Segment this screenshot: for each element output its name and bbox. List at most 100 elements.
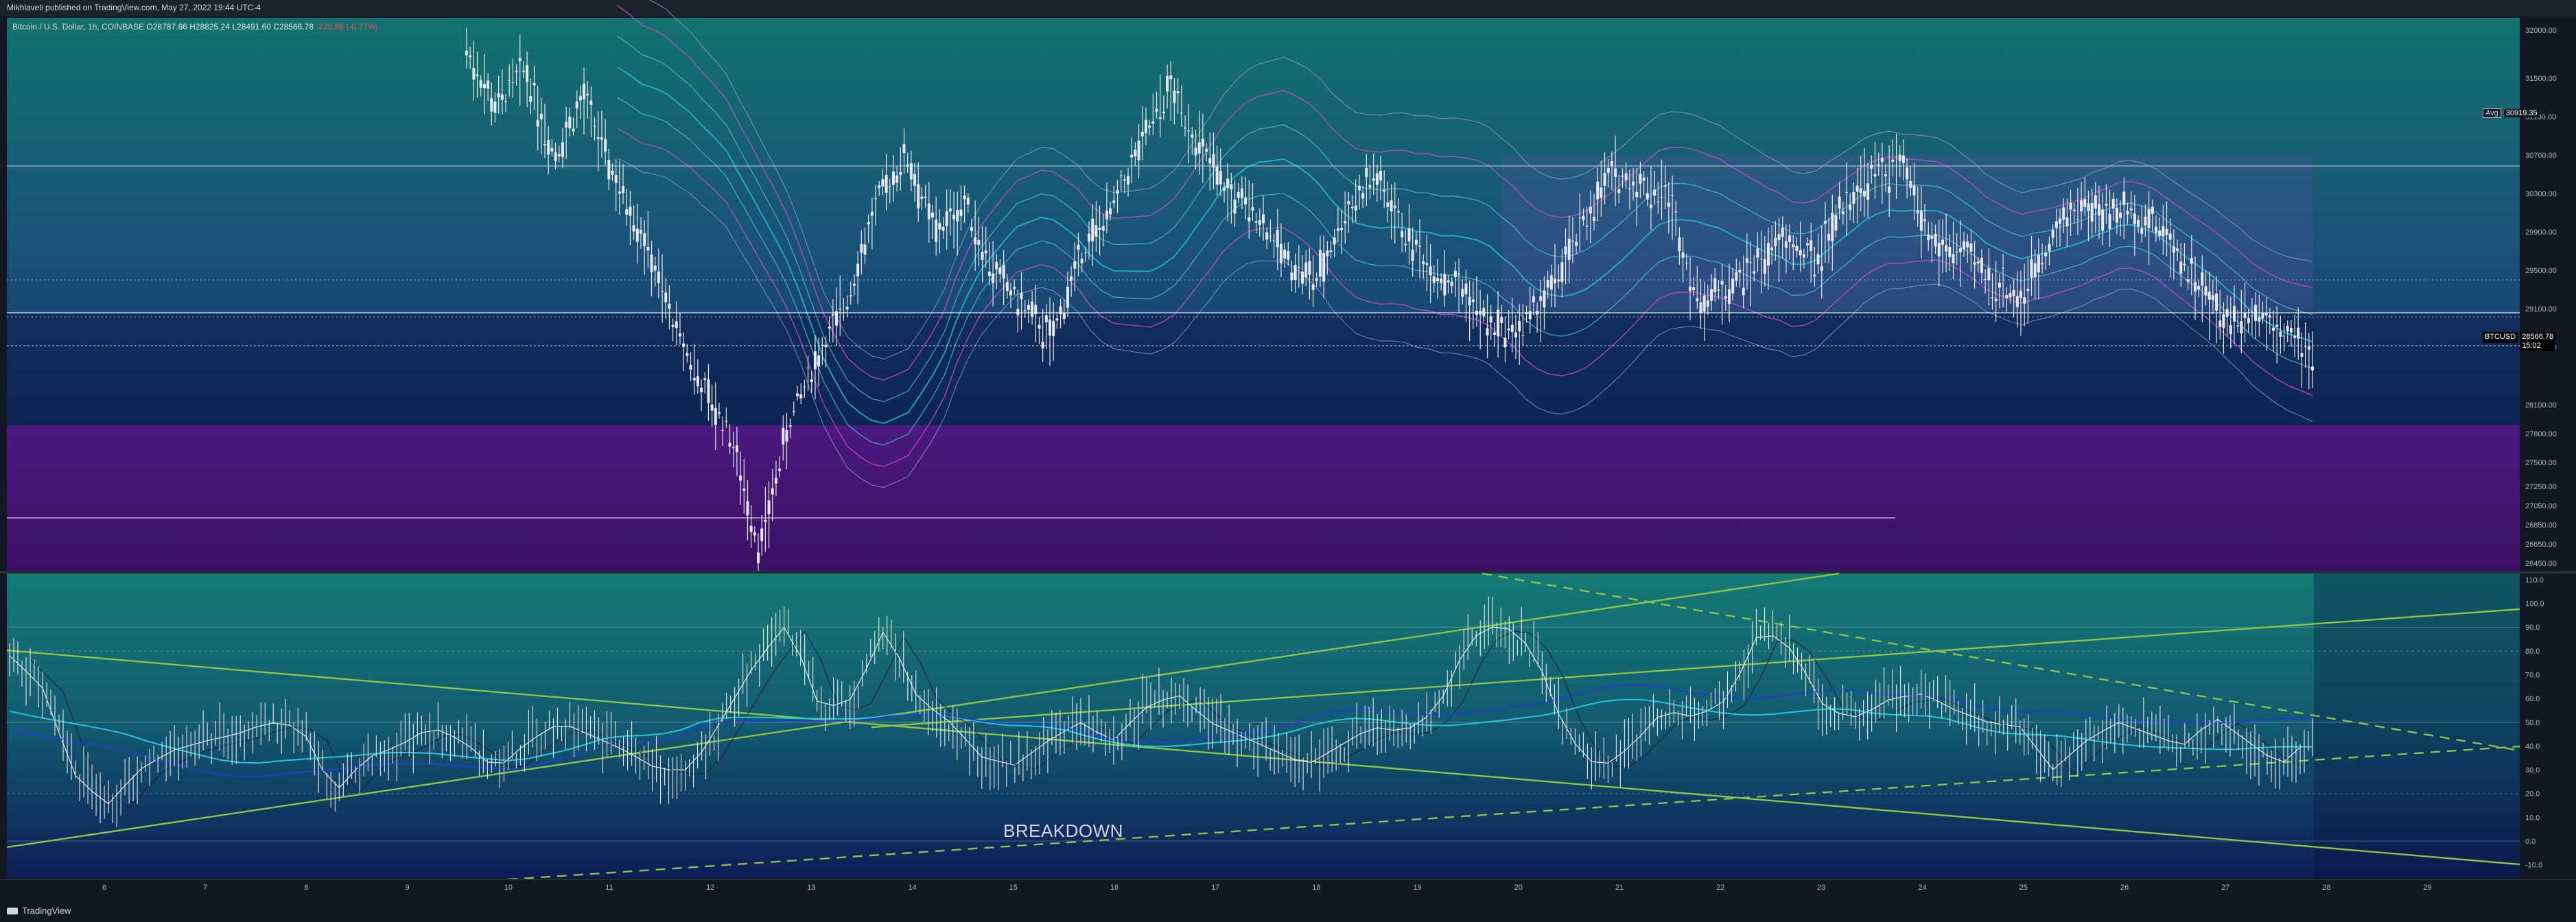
price-candle-body [1589, 206, 1592, 214]
price-candle-body [2232, 305, 2236, 322]
price-candle-body [2108, 213, 2111, 229]
price-candle-body [1792, 244, 1795, 248]
price-tick-label: 26450.00 [2525, 560, 2557, 568]
price-candle-body [1578, 217, 1582, 219]
price-candle-body [1549, 275, 1553, 289]
price-candle-body [1447, 280, 1450, 283]
price-candle-body [1344, 221, 1347, 224]
price-candle-body [2094, 195, 2097, 209]
price-candle-body [1710, 289, 1713, 301]
time-tick-label: 19 [1413, 884, 1421, 892]
breakdown-annotation[interactable]: BREAKDOWN [1003, 820, 1123, 841]
price-candle-body [2162, 226, 2165, 237]
price-candle-body [2300, 353, 2304, 357]
price-candle-body [1849, 204, 1852, 211]
time-tick-label: 13 [807, 884, 815, 892]
price-candle-body [2026, 289, 2030, 292]
price-tick-label: 26850.00 [2525, 521, 2557, 530]
price-candle-body [1333, 237, 1336, 245]
legend-symbol: Bitcoin / U.S. Dollar, 1h, COINBASE [12, 22, 145, 32]
price-candle-body [1564, 246, 1567, 255]
price-candle-body [1052, 320, 1055, 336]
price-candle-body [2098, 204, 2101, 216]
price-candle-body [1329, 250, 1333, 252]
price-candle-body [1248, 217, 1251, 222]
price-candle-body [618, 191, 621, 194]
price-candle-body [813, 351, 817, 370]
price-band-line [617, 36, 2313, 403]
price-candle-body [1923, 219, 1927, 222]
price-candle-body [2179, 261, 2183, 274]
price-tick-label: 29900.00 [2525, 228, 2557, 237]
price-candle-body [1080, 259, 1084, 263]
chart-canvas[interactable]: 32000.0031500.0031100.0030700.0030300.00… [0, 0, 2576, 901]
osc-tick-label: 50.0 [2525, 719, 2540, 727]
price-candle-body [1383, 190, 1386, 192]
osc-trendline [1482, 572, 2520, 752]
price-candle-body [2197, 285, 2201, 290]
time-axis[interactable]: 6 7 8 9 10 11 12 13 14 15 16 17 18 19 20 21 22 23 24 25 26 27… [102, 884, 2432, 892]
price-candle-body [1980, 257, 1983, 274]
tradingview-logo[interactable]: TradingView [7, 906, 71, 916]
price-candle-body [2083, 198, 2087, 208]
price-candle-body [717, 412, 721, 414]
price-candle-body [1877, 164, 1880, 167]
price-candle-body [1251, 207, 1254, 211]
price-candle-body [2015, 296, 2019, 307]
price-candle-body [653, 265, 657, 271]
price-candle-body [1336, 228, 1339, 231]
price-candle-body [1112, 200, 1116, 203]
price-candle-body [1365, 167, 1368, 178]
price-band-line [617, 5, 2313, 381]
price-candle-body [2048, 244, 2051, 252]
osc-bars[interactable] [9, 596, 2313, 827]
osc-tick-label: 40.0 [2525, 742, 2540, 750]
price-candle-body [1976, 261, 1980, 264]
price-candle-body [1290, 272, 1293, 281]
price-candle-body [1678, 237, 1681, 252]
price-candle-body [500, 94, 504, 100]
price-candle-body [874, 198, 878, 200]
price-candle-body [1628, 188, 1631, 189]
price-candle-body [1806, 243, 1810, 246]
price-candle-body [1205, 148, 1208, 152]
price-tick-label: 27250.00 [2525, 483, 2557, 491]
price-candle-body [1326, 250, 1329, 257]
price-candle-body [888, 186, 891, 187]
price-candle-body [1891, 159, 1895, 162]
osc-axis[interactable]: 110.0 100.0 90.0 80.0 70.0 60.0 50.0 40.0 30.0 20… [2525, 576, 2544, 870]
price-candle-body [2072, 209, 2076, 211]
price-candle-body [515, 71, 518, 73]
price-candle-body [1109, 208, 1112, 215]
price-candle-body [1912, 185, 1916, 196]
price-candle-body [532, 83, 536, 86]
price-candle-body [810, 379, 813, 382]
price-candle-body [2168, 233, 2172, 240]
price-candle-body [2129, 208, 2133, 211]
price-candle-body [686, 353, 689, 356]
price-candle-body [1418, 246, 1422, 247]
osc-trendline [6, 572, 1840, 849]
price-tick-label: 30300.00 [2525, 190, 2557, 198]
price-candle-body [2236, 325, 2240, 327]
price-candle-body [2090, 202, 2094, 222]
price-candle-body [1013, 287, 1016, 289]
price-candle-body [1862, 191, 1866, 197]
price-candle-body [974, 237, 977, 245]
price-candle-body [1816, 254, 1820, 265]
price-candle-body [2289, 328, 2293, 333]
legend-high: H28825.24 [189, 22, 230, 32]
price-candle-body [1038, 324, 1041, 329]
price-candle-body [700, 388, 703, 392]
price-candle-body [508, 80, 511, 81]
price-candle-body [1742, 287, 1745, 296]
price-candle-body [1375, 173, 1379, 185]
price-candle-body [728, 442, 731, 447]
price-tick-label: 30700.00 [2525, 152, 2557, 160]
price-candle-body [487, 80, 490, 89]
price-candle-body [1287, 250, 1290, 260]
price-candle-body [539, 114, 543, 119]
price-candle-body [1713, 278, 1717, 292]
price-candle-body [1528, 311, 1532, 320]
price-candle-body [1600, 187, 1603, 198]
